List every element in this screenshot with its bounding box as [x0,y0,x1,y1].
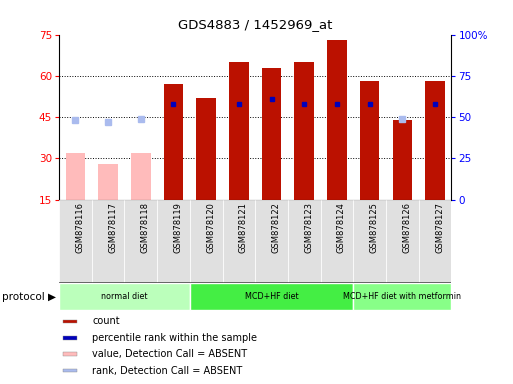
Bar [98,164,118,200]
Bar [63,336,77,340]
Bar [262,68,281,200]
Bar [131,153,150,200]
Text: GSM878116: GSM878116 [75,202,84,253]
Bar [63,369,77,372]
Text: GSM878117: GSM878117 [108,202,117,253]
Text: rank, Detection Call = ABSENT: rank, Detection Call = ABSENT [92,366,243,376]
Bar [190,200,223,284]
Bar [353,200,386,284]
Bar [327,40,347,200]
Bar [164,84,183,200]
Bar [92,200,124,284]
Bar [59,283,190,310]
Bar [321,200,353,284]
Text: count: count [92,316,120,326]
Bar [190,283,353,310]
Bar [294,62,314,200]
Bar [66,153,85,200]
Text: GSM878122: GSM878122 [271,202,281,253]
Title: GDS4883 / 1452969_at: GDS4883 / 1452969_at [178,18,332,31]
Bar [255,200,288,284]
Bar [63,352,77,356]
Bar [386,200,419,284]
Text: percentile rank within the sample: percentile rank within the sample [92,333,257,343]
Text: GSM878121: GSM878121 [239,202,248,253]
Bar [59,200,92,284]
Text: protocol ▶: protocol ▶ [3,291,56,302]
Bar [425,81,445,200]
Bar [360,81,380,200]
Text: normal diet: normal diet [101,292,148,301]
Bar [229,62,249,200]
Text: GSM878124: GSM878124 [337,202,346,253]
Bar [124,200,157,284]
Text: GSM878120: GSM878120 [206,202,215,253]
Text: GSM878126: GSM878126 [402,202,411,253]
Text: value, Detection Call = ABSENT: value, Detection Call = ABSENT [92,349,247,359]
Bar [223,200,255,284]
Text: GSM878127: GSM878127 [435,202,444,253]
Bar [196,98,216,200]
Bar [392,120,412,200]
Text: GSM878119: GSM878119 [173,202,183,253]
Bar [419,200,451,284]
Bar [288,200,321,284]
Text: GSM878118: GSM878118 [141,202,150,253]
Text: GSM878123: GSM878123 [304,202,313,253]
Text: GSM878125: GSM878125 [370,202,379,253]
Text: MCD+HF diet: MCD+HF diet [245,292,299,301]
Bar [63,319,77,323]
Bar [157,200,190,284]
Text: MCD+HF diet with metformin: MCD+HF diet with metformin [343,292,461,301]
Bar [353,283,451,310]
